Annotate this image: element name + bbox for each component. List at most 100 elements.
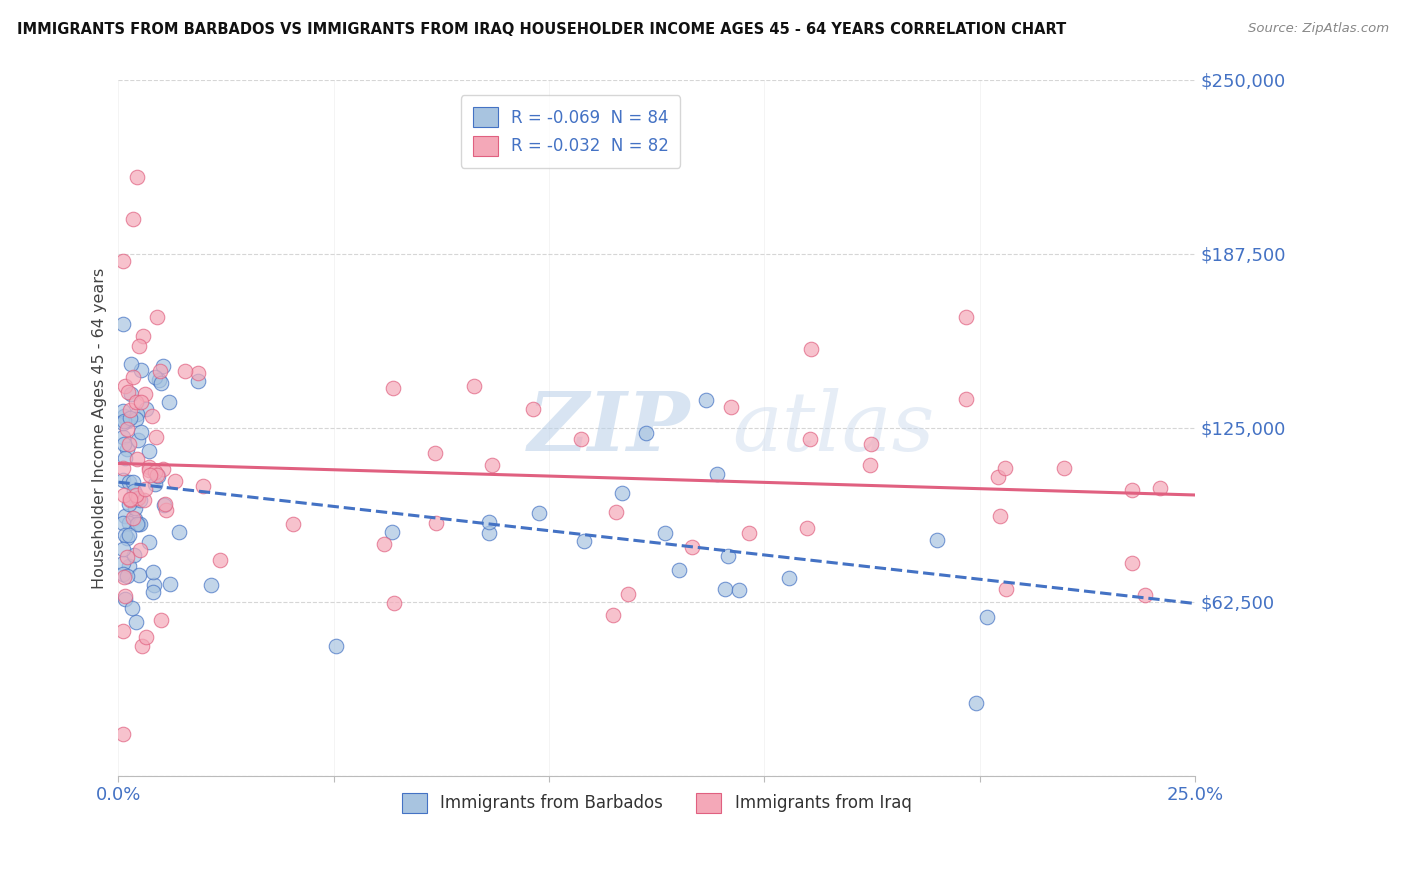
Point	[138, 460, 160, 475]
Point	[118, 493, 141, 508]
Point	[187, 366, 209, 380]
Point	[425, 516, 447, 531]
Point	[120, 387, 142, 401]
Point	[112, 413, 135, 427]
Point	[132, 329, 155, 343]
Point	[153, 498, 176, 512]
Point	[115, 549, 138, 564]
Point	[127, 517, 149, 532]
Point	[112, 727, 135, 741]
Point	[381, 525, 404, 540]
Point	[463, 378, 485, 392]
Point	[1133, 588, 1156, 602]
Point	[148, 373, 170, 387]
Point	[634, 426, 657, 441]
Point	[925, 533, 948, 548]
Point	[706, 467, 728, 481]
Point	[111, 317, 134, 331]
Point	[111, 624, 134, 638]
Point	[118, 475, 141, 490]
Point	[111, 556, 134, 570]
Point	[142, 585, 165, 599]
Point	[681, 540, 703, 554]
Point	[121, 370, 143, 384]
Point	[146, 468, 169, 483]
Point	[738, 526, 761, 541]
Point	[612, 485, 634, 500]
Point	[150, 614, 173, 628]
Point	[617, 587, 640, 601]
Point	[118, 516, 141, 531]
Point	[381, 381, 404, 395]
Point	[1121, 556, 1143, 570]
Point	[127, 517, 149, 532]
Point	[131, 639, 153, 653]
Point	[994, 461, 1017, 475]
Point	[114, 589, 136, 603]
Point	[141, 409, 163, 424]
Point	[134, 387, 156, 401]
Point	[112, 461, 135, 475]
Point	[127, 433, 149, 447]
Point	[138, 444, 160, 458]
Point	[654, 526, 676, 541]
Point	[127, 170, 149, 185]
Point	[478, 516, 501, 530]
Point	[122, 484, 145, 499]
Point	[146, 310, 169, 325]
Point	[152, 462, 174, 476]
Point	[128, 568, 150, 582]
Point	[111, 541, 134, 556]
Point	[111, 254, 134, 268]
Point	[125, 492, 148, 507]
Point	[111, 403, 134, 417]
Point	[122, 549, 145, 563]
Point	[727, 582, 749, 597]
Point	[146, 468, 169, 483]
Point	[117, 385, 139, 400]
Point	[569, 432, 592, 446]
Point	[112, 416, 135, 430]
Point	[695, 392, 717, 407]
Point	[135, 402, 157, 417]
Point	[152, 359, 174, 373]
Point	[478, 525, 501, 540]
Point	[602, 607, 624, 622]
Point	[149, 376, 172, 391]
Point	[529, 506, 551, 520]
Text: atlas: atlas	[733, 388, 935, 468]
Point	[127, 491, 149, 505]
Point	[118, 437, 141, 451]
Point	[325, 639, 347, 653]
Point	[124, 395, 146, 409]
Point	[1053, 460, 1076, 475]
Point	[129, 516, 152, 531]
Point	[167, 525, 190, 540]
Point	[117, 412, 139, 426]
Point	[281, 516, 304, 531]
Point	[129, 493, 152, 508]
Point	[976, 610, 998, 624]
Point	[118, 410, 141, 425]
Point	[125, 451, 148, 466]
Point	[165, 474, 187, 488]
Point	[117, 414, 139, 428]
Point	[129, 425, 152, 439]
Text: ZIP: ZIP	[527, 388, 690, 468]
Point	[139, 468, 162, 483]
Point	[127, 407, 149, 421]
Point	[128, 339, 150, 353]
Point	[118, 558, 141, 573]
Point	[132, 493, 155, 508]
Point	[373, 536, 395, 550]
Point	[129, 363, 152, 377]
Text: Source: ZipAtlas.com: Source: ZipAtlas.com	[1249, 22, 1389, 36]
Point	[114, 592, 136, 607]
Point	[605, 505, 627, 519]
Legend: Immigrants from Barbados, Immigrants from Iraq: Immigrants from Barbados, Immigrants fro…	[395, 786, 918, 820]
Point	[114, 508, 136, 523]
Point	[142, 565, 165, 579]
Point	[138, 535, 160, 549]
Point	[112, 570, 135, 584]
Point	[155, 503, 177, 517]
